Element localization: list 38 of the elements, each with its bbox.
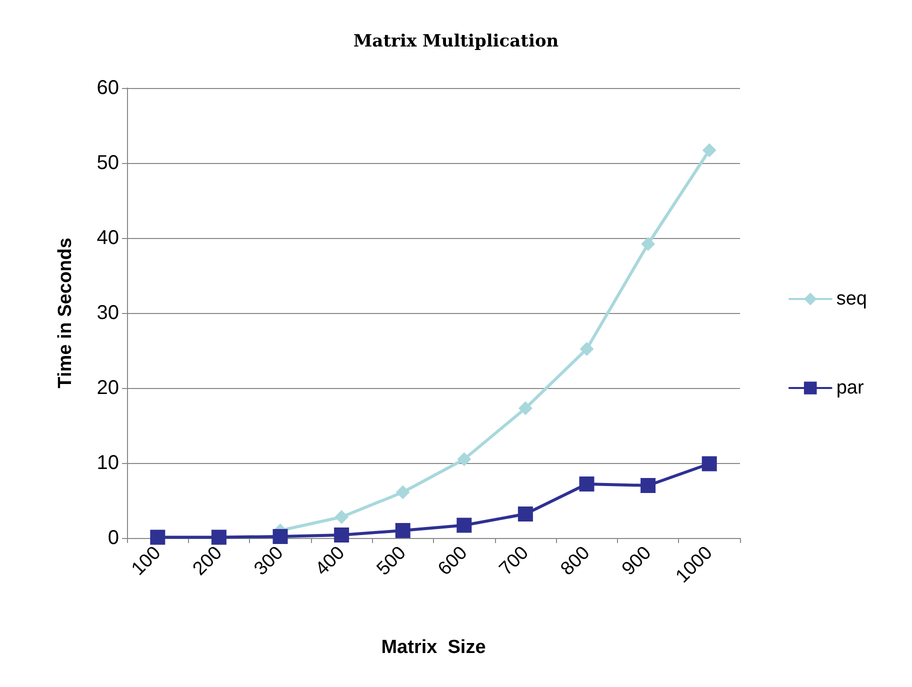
point: [334, 510, 349, 524]
x-tick-label: 600: [434, 542, 472, 580]
x-tick-label: 300: [250, 542, 288, 580]
x-tick-label: 700: [496, 542, 533, 580]
y-tick-label: 40: [96, 227, 119, 249]
y-tick-label: 30: [96, 302, 119, 324]
point: [702, 456, 717, 472]
point: [579, 476, 594, 492]
y-tick-label: 10: [96, 452, 119, 474]
point: [272, 529, 288, 544]
x-tick-label: 200: [189, 542, 226, 580]
point: [518, 506, 533, 522]
point: [640, 478, 656, 493]
x-tick-label: 800: [556, 542, 594, 580]
y-axis-title: Time in Seconds: [55, 238, 76, 388]
y-tick-label: 0: [108, 527, 119, 549]
y-tick-label: 60: [96, 77, 119, 99]
x-tick-label: 400: [312, 542, 349, 580]
y-tick-label: 50: [96, 152, 119, 174]
legend-label: seq: [836, 288, 868, 310]
point: [580, 342, 594, 356]
y-tick-label: 20: [96, 377, 119, 399]
point: [211, 530, 226, 545]
x-tick-label: 100: [128, 542, 166, 580]
chart-title: Matrix Multiplication: [353, 32, 559, 52]
legend-label: par: [836, 378, 864, 398]
x-tick-label: 500: [373, 542, 410, 580]
point: [456, 518, 472, 533]
point: [702, 143, 716, 158]
point: [395, 523, 410, 538]
point: [641, 237, 656, 251]
point: [457, 452, 472, 466]
point: [150, 530, 166, 545]
point: [396, 485, 410, 500]
point: [518, 401, 532, 416]
x-tick-label: 900: [618, 542, 656, 580]
point: [334, 528, 350, 542]
x-axis-title: Matrix Size: [381, 637, 486, 658]
